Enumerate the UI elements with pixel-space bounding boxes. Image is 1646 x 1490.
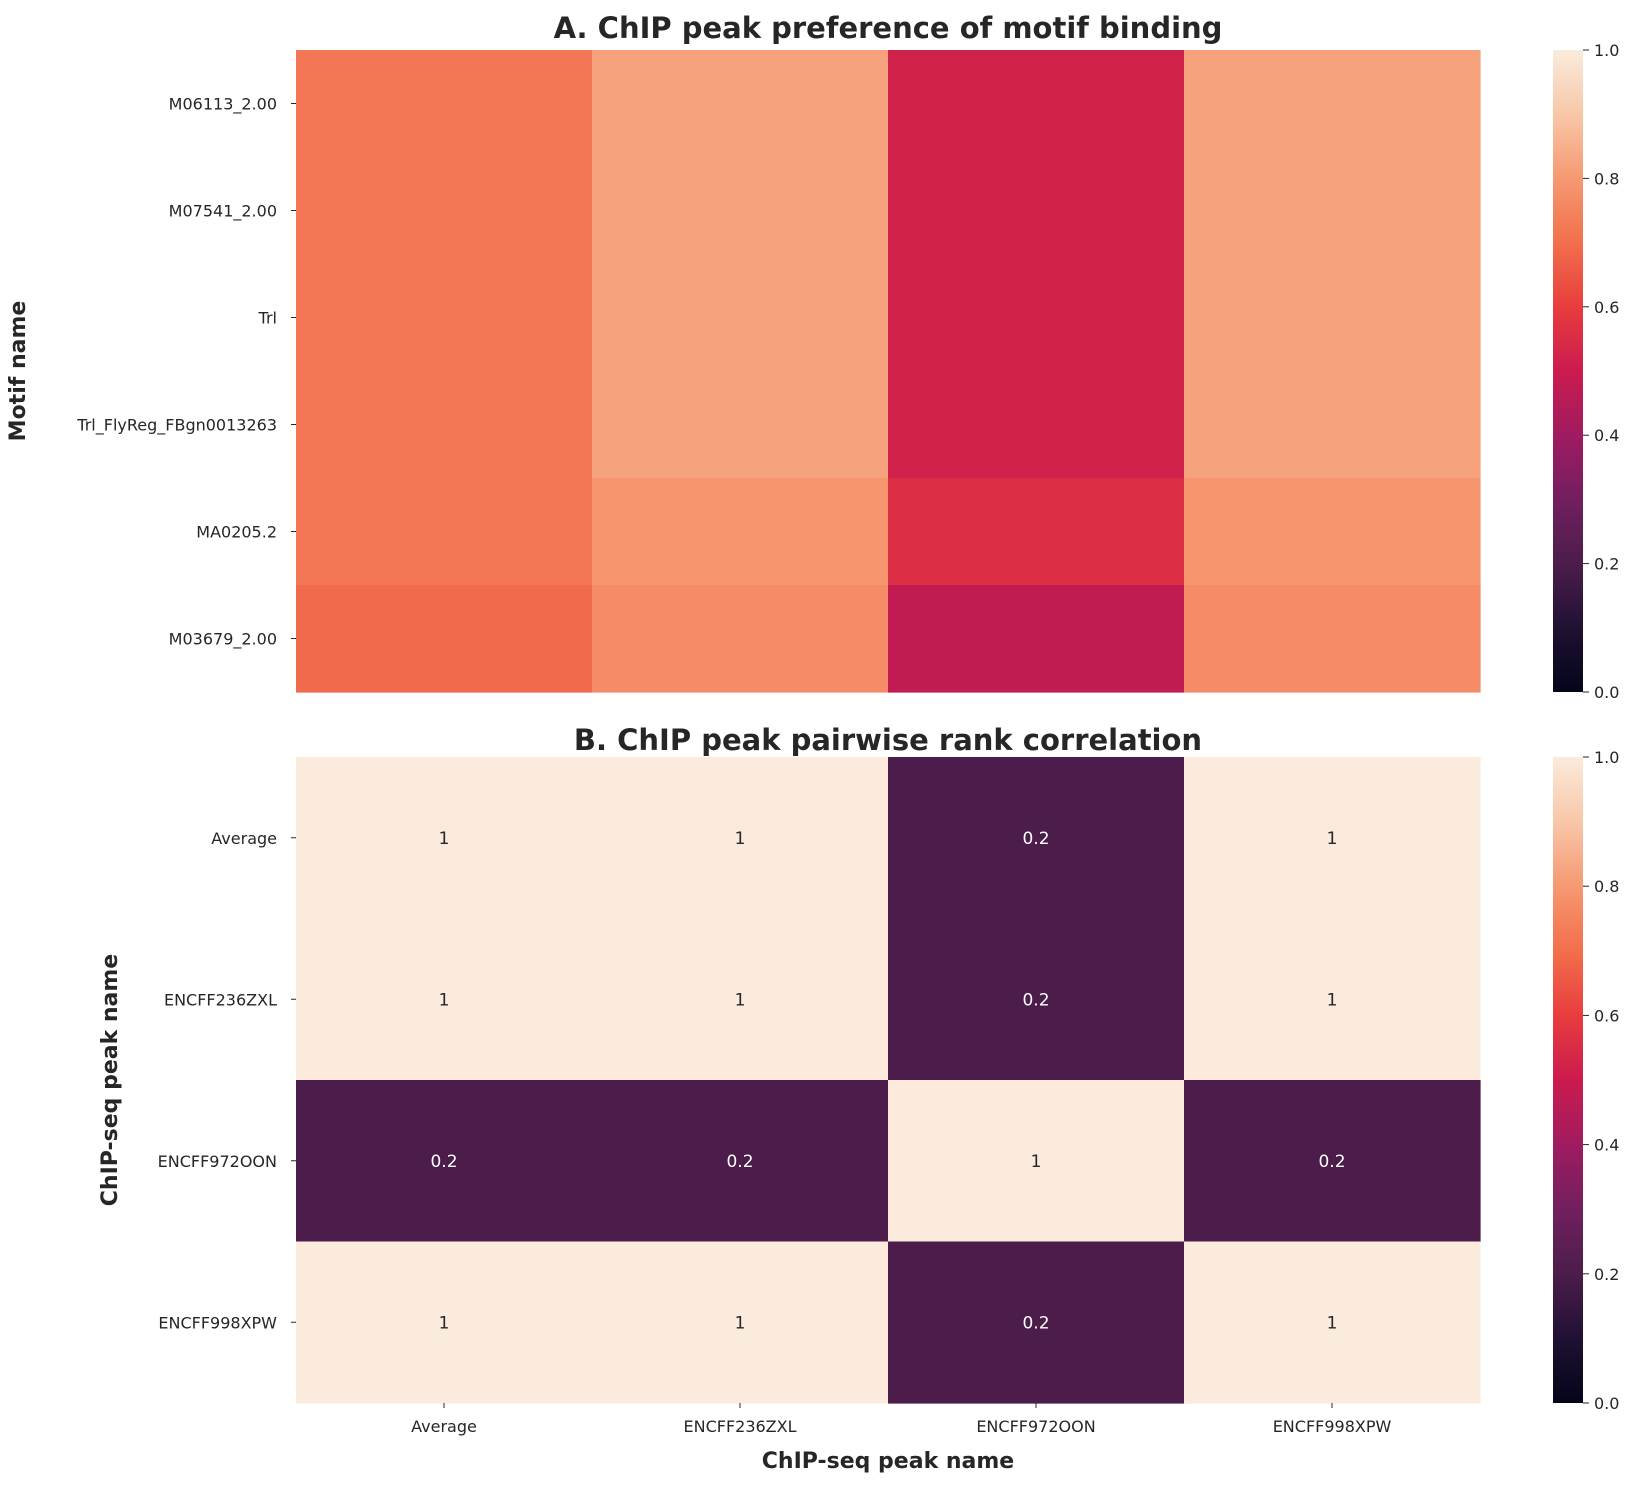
panel-b-cell xyxy=(296,1080,593,1243)
panel-a-cell xyxy=(296,371,593,479)
panel-b-cell-annotation: 0.2 xyxy=(1318,1152,1345,1172)
panel-b-cell-annotation: 1 xyxy=(1031,1152,1042,1172)
panel-b-cell-annotation: 1 xyxy=(735,829,746,849)
panel-b-cell xyxy=(888,1241,1185,1404)
panel-b-cell xyxy=(592,757,889,920)
panel-b-cell xyxy=(296,1241,593,1404)
panel-a-cell xyxy=(1184,585,1481,693)
panel-b-cell-annotation: 0.2 xyxy=(1022,829,1049,849)
panel-a-cell xyxy=(1184,50,1481,158)
panel-b-y-tick-label: ENCFF972OON xyxy=(158,1152,277,1171)
panel-b-cell xyxy=(888,757,1185,920)
panel-a-cell xyxy=(1184,478,1481,586)
panel-a-colorbar-tick-label: 0.0 xyxy=(1594,683,1619,702)
panel-b-cell-annotation: 0.2 xyxy=(430,1152,457,1172)
panel-b-cell-annotation: 1 xyxy=(735,1313,746,1333)
panel-b-cell-annotation: 0.2 xyxy=(1022,1313,1049,1333)
panel-b-cell-annotation: 1 xyxy=(1327,990,1338,1010)
panel-b-title: B. ChIP peak pairwise rank correlation xyxy=(574,723,1202,757)
panel-a-cell xyxy=(888,157,1185,265)
panel-b-cell xyxy=(888,918,1185,1081)
panel-b-colorbar-tick-label: 0.2 xyxy=(1594,1265,1619,1284)
panel-a-colorbar xyxy=(1553,50,1583,692)
panel-b-cell-annotation: 1 xyxy=(439,829,450,849)
panel-b-cell xyxy=(1184,1080,1481,1243)
panel-b-cell-annotation: 1 xyxy=(1327,1313,1338,1333)
panel-a-y-tick-label: MA0205.2 xyxy=(196,523,277,542)
panel-a-cell xyxy=(1184,157,1481,265)
panel-a-cell xyxy=(888,264,1185,372)
panel-a-cell xyxy=(296,157,593,265)
panel-b-x-tick-label: Average xyxy=(411,1417,477,1436)
panel-a-colorbar-tick-label: 0.6 xyxy=(1594,298,1619,317)
panel-b-colorbar-tick-label: 1.0 xyxy=(1594,748,1619,767)
panel-b-cell-annotation: 1 xyxy=(1327,829,1338,849)
panel-a-cell xyxy=(888,371,1185,479)
panel-a-y-tick-label: M06113_2.00 xyxy=(169,95,277,115)
panel-a-cell xyxy=(1184,371,1481,479)
panel-b-cell xyxy=(592,1241,889,1404)
panel-b-y-axis-label: ChIP-seq peak name xyxy=(98,954,123,1206)
panel-a-colorbar-tick-label: 0.2 xyxy=(1594,555,1619,574)
panel-a-title: A. ChIP peak preference of motif binding xyxy=(554,11,1223,45)
panel-a-cell xyxy=(296,585,593,693)
panel-b-colorbar-tick-label: 0.4 xyxy=(1594,1136,1619,1155)
panel-a-cell xyxy=(592,264,889,372)
panel-b-cell xyxy=(888,1080,1185,1243)
panel-a-y-tick-label: M07541_2.00 xyxy=(169,202,277,222)
panel-b-cell xyxy=(296,918,593,1081)
panel-b-colorbar-tick-label: 0.0 xyxy=(1594,1394,1619,1413)
panel-b-y-tick-label: Average xyxy=(211,829,277,848)
panel-b-x-axis-label: ChIP-seq peak name xyxy=(762,1449,1014,1474)
panel-b-x-tick-label: ENCFF972OON xyxy=(976,1417,1095,1436)
panel-a-cell xyxy=(888,478,1185,586)
panel-a-cell xyxy=(592,585,889,693)
panel-a-cell xyxy=(592,50,889,158)
panel-a-cell xyxy=(888,50,1185,158)
panel-a-cell xyxy=(888,585,1185,693)
panel-b-cell xyxy=(592,918,889,1081)
panel-a-y-tick-label: M03679_2.00 xyxy=(169,630,277,650)
panel-b-colorbar-tick-label: 0.8 xyxy=(1594,877,1619,896)
panel-b-y-tick-label: ENCFF236ZXL xyxy=(164,990,277,1009)
panel-b-cell-annotation: 0.2 xyxy=(726,1152,753,1172)
panel-b-cell-annotation: 1 xyxy=(439,1313,450,1333)
panel-a-cell xyxy=(592,371,889,479)
panel-a-cell xyxy=(296,50,593,158)
panel-a-colorbar-tick-label: 0.8 xyxy=(1594,169,1619,188)
panel-a-cell xyxy=(1184,264,1481,372)
panel-b-colorbar-tick-label: 0.6 xyxy=(1594,1006,1619,1025)
panel-a-y-tick-label: Trl_FlyReg_FBgn0013263 xyxy=(76,416,277,436)
panel-a-colorbar-tick-label: 0.4 xyxy=(1594,426,1619,445)
panel-a-y-axis-label: Motif name xyxy=(6,301,31,442)
panel-a-cell xyxy=(296,264,593,372)
panel-b-cell xyxy=(296,757,593,920)
panel-a-y-tick-label: Trl xyxy=(258,309,277,328)
panel-b-cell-annotation: 1 xyxy=(439,990,450,1010)
panel-b-x-tick-label: ENCFF236ZXL xyxy=(683,1417,796,1436)
panel-a-colorbar-tick-label: 1.0 xyxy=(1594,41,1619,60)
panel-a-cell xyxy=(592,157,889,265)
panel-b-cell xyxy=(1184,757,1481,920)
panel-b-colorbar xyxy=(1553,757,1583,1403)
panel-b-x-tick-label: ENCFF998XPW xyxy=(1273,1417,1392,1436)
panel-b-cell xyxy=(1184,918,1481,1081)
panel-a-cell xyxy=(592,478,889,586)
panel-b-y-tick-label: ENCFF998XPW xyxy=(158,1313,277,1332)
panel-a-cell xyxy=(296,478,593,586)
panel-b-cell xyxy=(1184,1241,1481,1404)
panel-b-cell xyxy=(592,1080,889,1243)
panel-b-cell-annotation: 0.2 xyxy=(1022,990,1049,1010)
panel-b-cell-annotation: 1 xyxy=(735,990,746,1010)
